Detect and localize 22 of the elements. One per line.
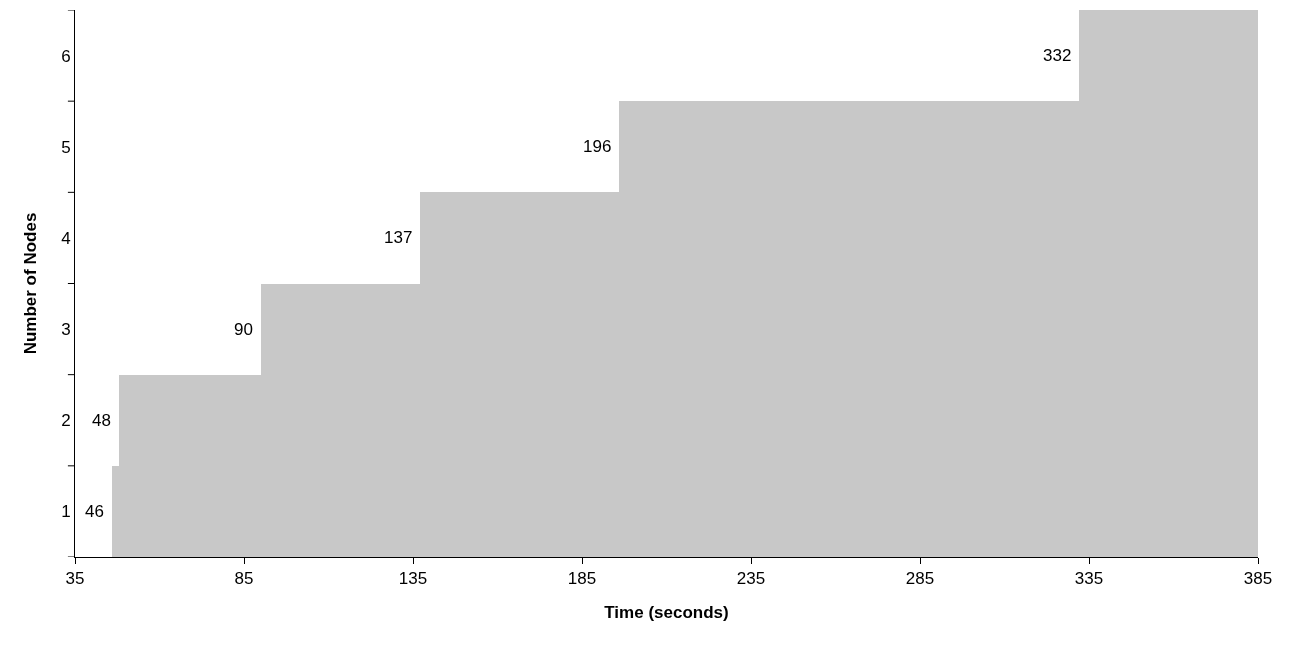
annotation: 48 (92, 411, 111, 430)
y-tick-label: 1 (61, 502, 71, 522)
x-tick-label: 285 (905, 569, 935, 589)
x-axis-title: Time (seconds) (604, 602, 729, 622)
x-tick-label: 385 (1243, 569, 1273, 589)
y-tick-label: 4 (61, 228, 71, 248)
y-tick-label: 2 (61, 411, 71, 431)
annotation: 332 (1043, 46, 1072, 65)
x-tick-label: 35 (65, 569, 85, 589)
y-tick-label: 3 (61, 320, 71, 340)
x-tick-label: 135 (398, 569, 428, 589)
annotation: 196 (583, 137, 612, 156)
y-tick-label: 5 (61, 137, 71, 157)
x-tick-label: 185 (567, 569, 597, 589)
annotation: 137 (384, 228, 413, 247)
x-tick-label: 235 (736, 569, 766, 589)
x-tick-label: 85 (234, 569, 254, 589)
annotation: 46 (85, 502, 104, 521)
annotation: 90 (234, 320, 253, 339)
y-axis-title: Number of Nodes (20, 212, 40, 355)
x-tick-label: 335 (1074, 569, 1104, 589)
y-tick-label: 6 (61, 46, 71, 66)
